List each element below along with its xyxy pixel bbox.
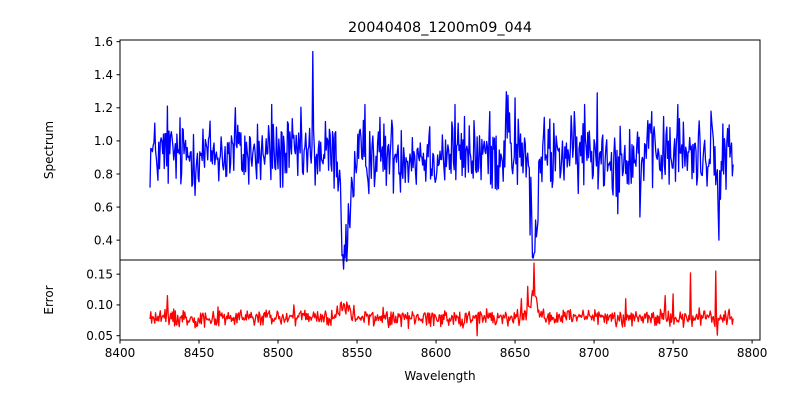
x-tick-label: 8600 <box>421 346 452 360</box>
x-tick-label: 8550 <box>342 346 373 360</box>
spectrum-y-ticks: 0.4 0.6 0.8 1.0 1.2 1.4 1.6 <box>94 35 120 247</box>
spectrum-y-tick-label: 1.6 <box>94 35 113 49</box>
error-y-tick-label: 0.05 <box>86 329 113 343</box>
error-line <box>149 262 734 337</box>
spectrum-y-tick-label: 0.6 <box>94 200 113 214</box>
x-tick-label: 8650 <box>500 346 531 360</box>
spectrum-y-label: Spectrum <box>42 121 56 179</box>
spectrum-line <box>149 50 734 270</box>
spectrum-y-tick-label: 1.4 <box>94 68 113 82</box>
error-axes-frame <box>119 259 761 341</box>
spectrum-y-tick-label: 1.2 <box>94 101 113 115</box>
x-tick-label: 8750 <box>658 346 689 360</box>
error-y-ticks: 0.05 0.10 0.15 <box>86 267 120 343</box>
x-tick-label: 8400 <box>105 346 136 360</box>
x-tick-label: 8700 <box>579 346 610 360</box>
error-y-tick-label: 0.15 <box>86 267 113 281</box>
x-axis-label: Wavelength <box>404 369 475 383</box>
error-y-tick-label: 0.10 <box>86 298 113 312</box>
x-tick-label: 8800 <box>737 346 768 360</box>
error-panel: 0.05 0.10 0.15 Error <box>42 259 761 343</box>
error-y-label: Error <box>42 285 56 314</box>
x-tick-label: 8450 <box>184 346 215 360</box>
spectrum-y-tick-label: 0.4 <box>94 233 113 247</box>
x-ticks: 8400 8450 8500 8550 8600 8650 8700 8750 8800 <box>105 340 768 360</box>
chart-title: 20040408_1200m09_044 <box>348 20 532 36</box>
x-tick-label: 8500 <box>263 346 294 360</box>
spectrum-y-tick-label: 1.0 <box>94 134 113 148</box>
spectrum-y-tick-label: 0.8 <box>94 167 113 181</box>
